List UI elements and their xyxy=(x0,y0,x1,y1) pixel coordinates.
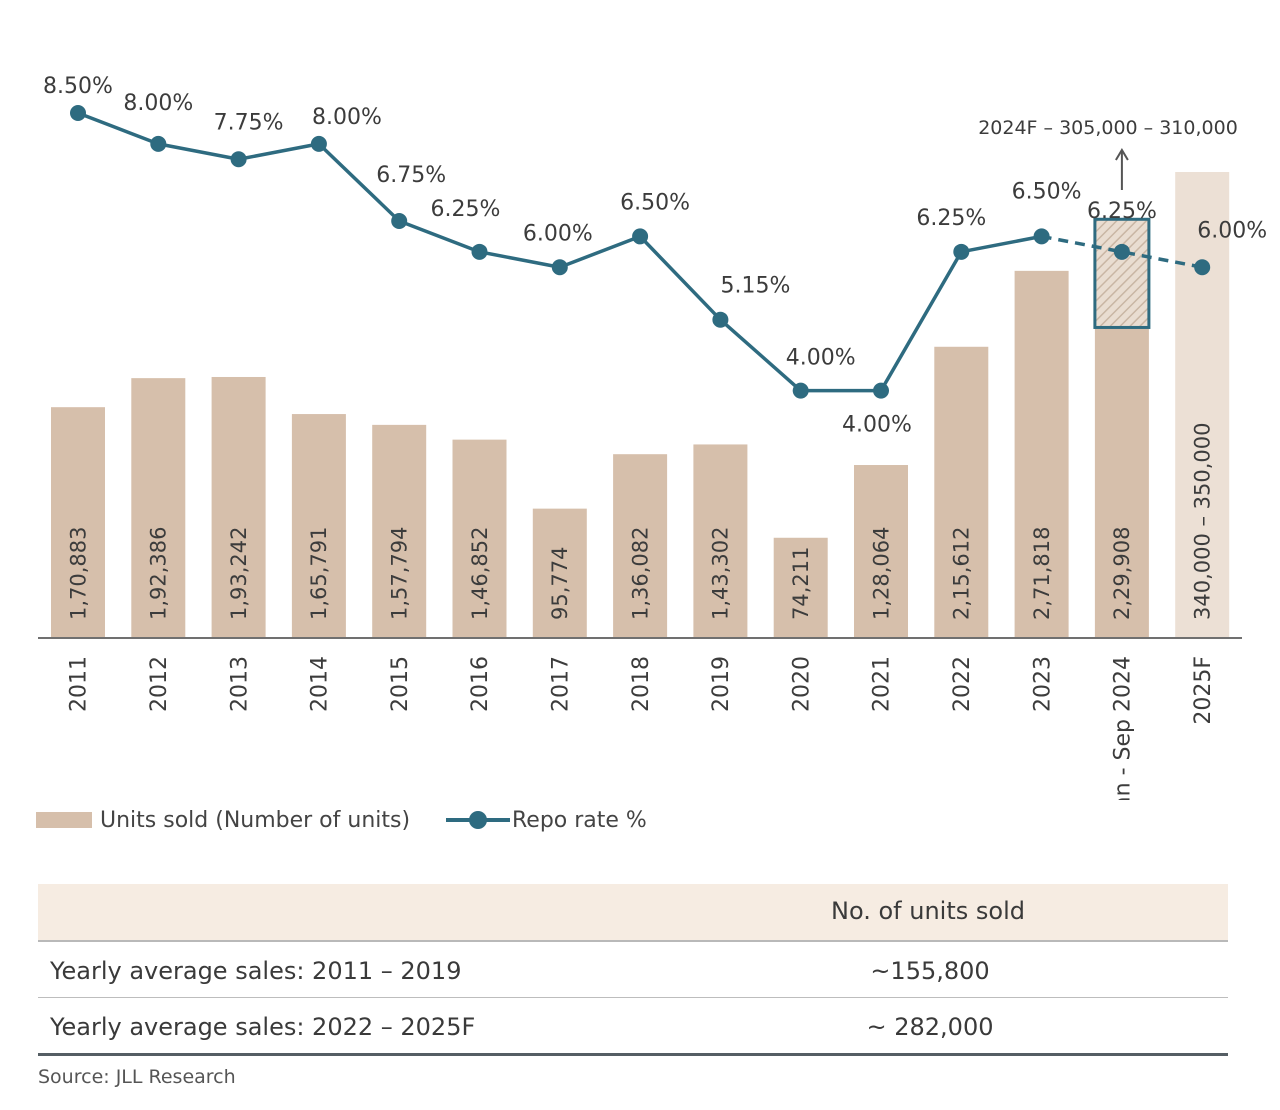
repo-rate-label: 6.50% xyxy=(620,190,690,215)
bar-value-label: 1,28,064 xyxy=(869,526,893,620)
x-tick-label: 2017 xyxy=(549,656,574,712)
bar xyxy=(372,424,427,638)
bar xyxy=(773,537,828,638)
repo-rate-point xyxy=(712,311,729,328)
repo-rate-point xyxy=(873,382,889,399)
table-row-label: Yearly average sales: 2022 – 2025F xyxy=(50,1013,476,1041)
bar xyxy=(291,414,346,638)
repo-rate-line xyxy=(77,111,1042,393)
repo-rate-line-forecast xyxy=(1041,234,1203,269)
repo-rate-label: 4.00% xyxy=(842,413,912,438)
forecast-2024-box xyxy=(1093,217,1151,329)
legend-bar-swatch xyxy=(36,812,92,828)
bar xyxy=(613,454,668,638)
repo-rate-label: 6.75% xyxy=(376,163,446,188)
bar xyxy=(452,439,507,638)
bar-value-label: 1,57,794 xyxy=(388,526,412,620)
bar-value-label: 1,70,883 xyxy=(66,526,90,620)
table-header-units: No. of units sold xyxy=(831,897,1025,925)
legend-repo-label: Repo rate % xyxy=(512,807,647,833)
x-tick-label: Jan - Sep 2024 xyxy=(1111,656,1136,800)
repo-rate-label: 6.25% xyxy=(1087,199,1157,224)
bar xyxy=(51,407,105,638)
x-tick-label: 2019 xyxy=(709,656,734,712)
repo-rate-label: 8.50% xyxy=(43,74,113,99)
repo-rate-point xyxy=(1033,228,1050,245)
table-header: No. of units sold xyxy=(38,884,1228,942)
bar-value-label: 1,93,242 xyxy=(227,526,251,620)
repo-rate-label: 6.00% xyxy=(1197,218,1267,243)
arrow-head-icon xyxy=(1115,148,1129,161)
repo-rate-label: 6.00% xyxy=(523,221,593,246)
legend-item-repo: Repo rate % xyxy=(446,802,647,838)
x-tick-label: 2020 xyxy=(789,656,814,712)
repo-rate-point xyxy=(632,228,649,245)
x-tick-label: 2012 xyxy=(147,656,172,712)
x-tick-label: 2022 xyxy=(950,656,975,712)
bar-value-label: 1,65,791 xyxy=(307,526,331,620)
repo-rate-point xyxy=(391,212,408,229)
bar-value-label: 2,15,612 xyxy=(950,526,974,620)
bar xyxy=(211,376,266,638)
forecast-2024-annotation: 2024F – 305,000 – 310,000 xyxy=(978,117,1238,139)
combo-chart: 1,70,883 1,92,386 1,93,242 1,65,791 1,57,794… xyxy=(38,74,1267,800)
repo-rate-point xyxy=(1113,243,1130,260)
x-tick-label: 2023 xyxy=(1030,656,1055,712)
repo-rate-point xyxy=(551,259,568,276)
repo-rate-point xyxy=(1194,259,1211,276)
legend-units-label: Units sold (Number of units) xyxy=(100,807,411,833)
repo-rate-point xyxy=(310,135,327,152)
summary-table: No. of units sold Yearly average sales: … xyxy=(38,884,1228,1056)
x-tick-label: 2013 xyxy=(227,656,252,712)
repo-rate-label: 8.00% xyxy=(123,91,193,116)
legend-item-units: Units sold (Number of units) xyxy=(36,802,410,838)
bar xyxy=(934,346,989,638)
bar xyxy=(1014,270,1069,638)
repo-rate-label: 6.50% xyxy=(1012,179,1082,204)
x-tick-label: 2011 xyxy=(67,656,92,712)
x-tick-label: 2014 xyxy=(308,656,333,712)
repo-rate-point xyxy=(230,151,247,168)
repo-rate-label: 5.15% xyxy=(720,274,790,299)
table-row-value: ~155,800 xyxy=(870,957,990,985)
source-note: Source: JLL Research xyxy=(38,1066,236,1088)
table-row: Yearly average sales: 2011 – 2019 ~155,8… xyxy=(38,942,1228,998)
repo-rate-label: 7.75% xyxy=(214,110,284,135)
bar-value-label: 2,29,908 xyxy=(1110,526,1134,620)
bar xyxy=(532,508,587,638)
bar xyxy=(131,378,186,638)
bar-value-label: 2,71,818 xyxy=(1030,526,1054,620)
bar-forecast xyxy=(1175,172,1230,638)
bar-value-label: 74,211 xyxy=(789,547,813,620)
legend-line-swatch xyxy=(446,810,510,830)
x-tick-label: 2018 xyxy=(629,656,654,712)
bar-value-label: 340,000 – 350,000 xyxy=(1191,422,1215,620)
repo-rate-label: 4.00% xyxy=(786,346,856,371)
bar-value-label: 1,46,852 xyxy=(468,526,492,620)
repo-rate-label: 6.25% xyxy=(916,206,986,231)
bar-value-label: 1,43,302 xyxy=(709,526,733,620)
repo-rate-point xyxy=(471,243,488,260)
x-tick-label: 2021 xyxy=(870,656,895,712)
repo-rate-point xyxy=(150,135,167,152)
x-tick-label: 2016 xyxy=(468,656,493,712)
bar xyxy=(1094,327,1149,638)
repo-rate-point xyxy=(953,243,970,260)
table-row: Yearly average sales: 2022 – 2025F ~ 282… xyxy=(38,998,1228,1056)
repo-rate-point xyxy=(792,382,809,399)
bar-value-label: 1,92,386 xyxy=(147,526,171,620)
table-row-label: Yearly average sales: 2011 – 2019 xyxy=(50,957,462,985)
repo-rate-point xyxy=(70,105,86,121)
bar xyxy=(693,444,748,638)
bar-value-label: 1,36,082 xyxy=(628,526,652,620)
repo-rate-label: 6.25% xyxy=(431,197,501,222)
bar-value-label: 95,774 xyxy=(548,547,572,620)
x-tick-label: 2025F xyxy=(1191,656,1216,725)
bar xyxy=(854,465,908,638)
table-row-value: ~ 282,000 xyxy=(866,1013,994,1041)
x-tick-label: 2015 xyxy=(388,656,413,712)
repo-rate-label: 8.00% xyxy=(312,105,382,130)
